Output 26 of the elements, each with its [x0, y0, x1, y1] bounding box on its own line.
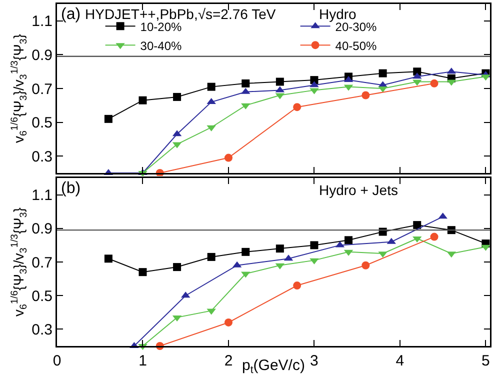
- x-tick-label: 1: [138, 352, 147, 370]
- annotation: (a): [61, 6, 81, 23]
- y-tick-label: 0.5: [32, 288, 52, 305]
- x-tick-label: 5: [482, 352, 490, 370]
- y-tick-label: 0.5: [32, 114, 52, 132]
- y-tick-label: 0.9: [32, 220, 52, 238]
- y-tick-label: 0.3: [32, 148, 52, 166]
- legend-label: 20-30%: [335, 20, 377, 34]
- x-tick-label: 3: [310, 352, 318, 370]
- y-tick-label: 0.3: [32, 321, 52, 338]
- y-tick-label: 1.1: [32, 13, 52, 30]
- x-tick-label: 4: [396, 352, 404, 370]
- legend-label: 40-50%: [335, 38, 377, 53]
- annotation: Hydro: [319, 6, 357, 22]
- annotation: (b): [61, 180, 81, 197]
- legend-label: 30-40%: [140, 38, 182, 53]
- annotation: Hydro + Jets: [319, 182, 398, 198]
- y-tick-label: 0.9: [32, 46, 52, 64]
- x-tick-label: 0: [52, 352, 62, 370]
- y-tick-label: 1.1: [32, 187, 52, 204]
- legend-label: 10-20%: [140, 20, 182, 34]
- y-tick-label: 0.7: [32, 80, 52, 98]
- annotation: HYDJET++,PbPb,√s=2.76 TeV: [85, 6, 276, 22]
- y-tick-label: 0.7: [32, 254, 52, 272]
- x-axis-title: p$_{t}$(GeV/c): [242, 356, 305, 376]
- x-tick-label: 2: [224, 352, 233, 370]
